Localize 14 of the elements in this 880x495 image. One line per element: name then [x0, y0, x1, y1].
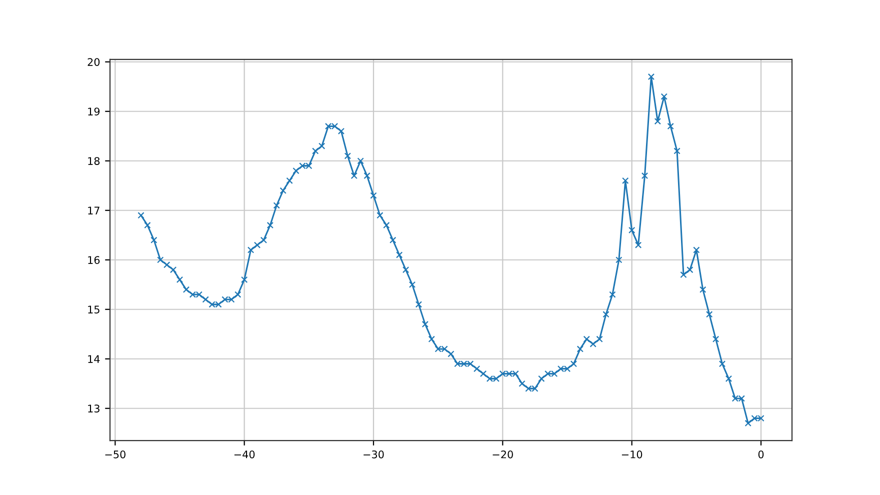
x-tick-label: −40 [234, 450, 255, 458]
x-tick-label: −50 [105, 450, 126, 458]
y-tick-label: 17 [88, 206, 100, 214]
y-tick-label: 16 [88, 256, 100, 264]
y-tick-label: 13 [88, 404, 100, 412]
x-tick-label: −30 [364, 450, 384, 458]
x-tick-label: −20 [492, 450, 513, 458]
y-tick-label: 15 [88, 306, 100, 314]
y-tick-label: 19 [88, 108, 100, 116]
x-tick-label: 0 [758, 450, 764, 458]
y-tick-label: 20 [88, 58, 100, 66]
x-tick-label: −10 [622, 450, 642, 458]
y-tick-label: 18 [88, 157, 100, 165]
y-tick-label: 14 [88, 355, 100, 363]
